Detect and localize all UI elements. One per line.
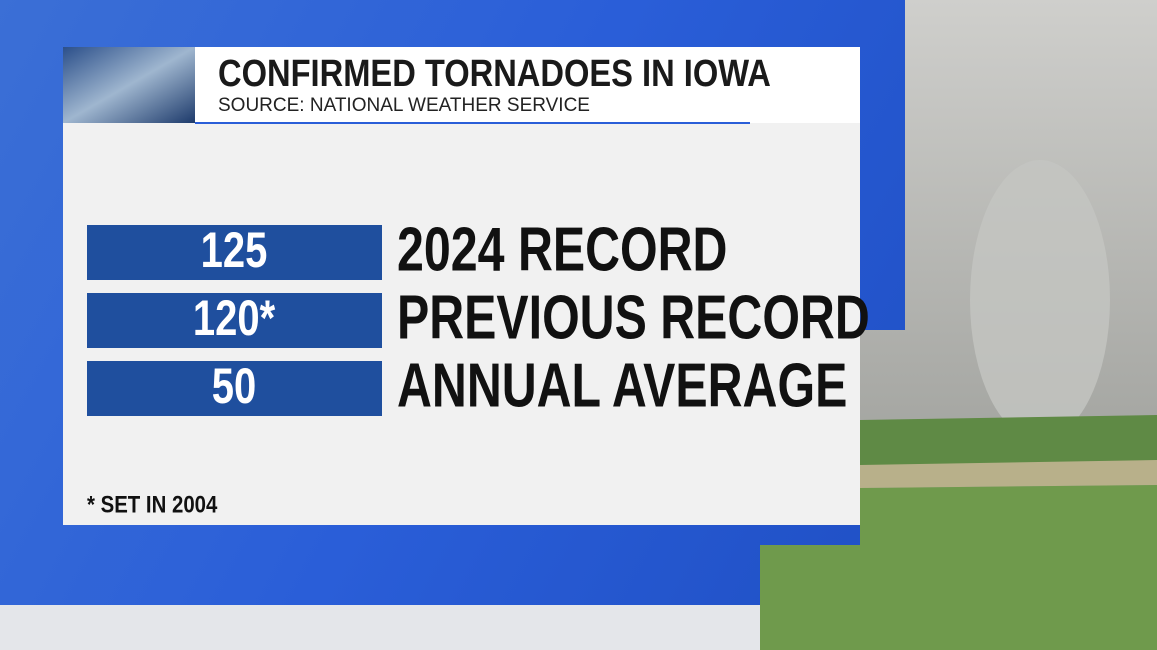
label: 2024 RECORD	[397, 215, 727, 284]
value: 50	[212, 358, 256, 414]
tornado-photo	[760, 0, 1157, 650]
footnote: * SET IN 2004	[87, 491, 218, 518]
tornado-thumbnail	[63, 47, 195, 123]
panel	[63, 47, 860, 525]
value-box	[87, 225, 382, 280]
rows: 125 2024 RECORD 120* PREVIOUS RECORD 50 ANNUA…	[87, 215, 870, 420]
label: PREVIOUS RECORD	[397, 283, 870, 352]
value-box	[87, 361, 382, 416]
value: 120*	[193, 290, 276, 346]
value-box	[87, 293, 382, 348]
label: ANNUAL AVERAGE	[397, 351, 847, 420]
header-bar	[63, 47, 860, 123]
bottom-strip	[0, 605, 760, 650]
title: CONFIRMED TORNADOES IN IOWA	[218, 52, 771, 95]
source: SOURCE: NATIONAL WEATHER SERVICE	[218, 95, 590, 116]
value: 125	[201, 222, 268, 278]
